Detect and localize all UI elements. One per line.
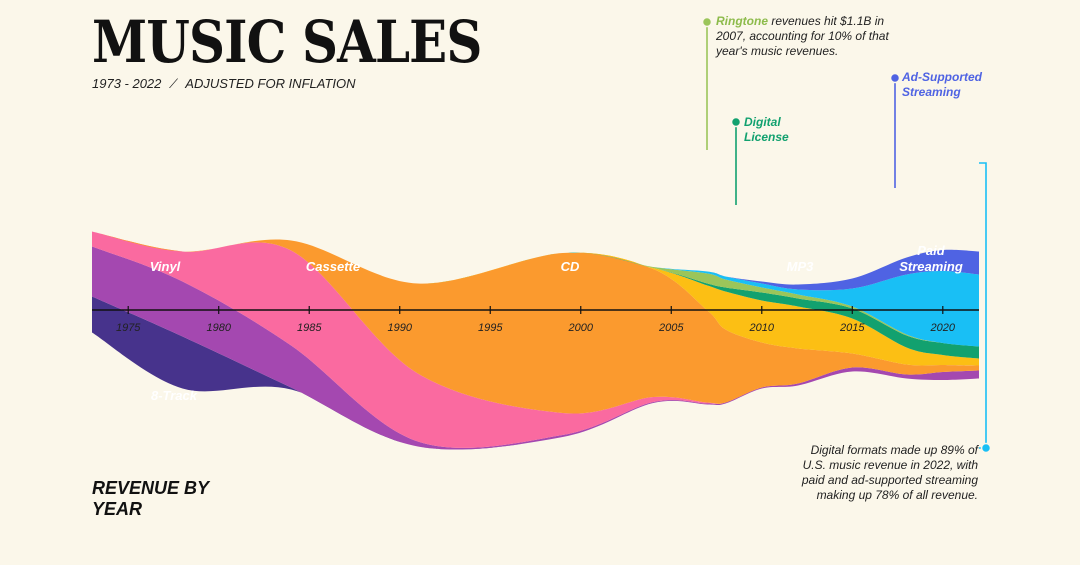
series-label-8-track: 8-Track [151, 388, 198, 403]
series-label-cassette: Cassette [306, 259, 360, 274]
slash-pen-icon: ⟋ [169, 76, 179, 91]
tick-label: 1995 [478, 322, 503, 334]
series-label-cd: CD [561, 259, 580, 274]
area-cd [92, 231, 979, 414]
tick-label: 2020 [930, 322, 956, 334]
ringtone-annotation: Ringtone revenues hit $1.1B in 2007, acc… [716, 14, 896, 59]
digital-license-callout-dot [730, 116, 742, 128]
ad-supported-callout-dot [889, 72, 901, 84]
tick-label: 1985 [297, 322, 322, 334]
ringtone-text: revenues hit $1.1B in 2007, accounting f… [716, 14, 889, 58]
area-mp3 [92, 231, 979, 366]
series-label-mp3: MP3 [787, 259, 815, 274]
adjusted-note: ADJUSTED FOR INFLATION [185, 76, 356, 91]
page-title: MUSIC SALES [92, 8, 482, 76]
digital-license-annotation: Digital License [744, 115, 789, 144]
tick-label: 2000 [568, 322, 594, 334]
digital-formats-dot [980, 442, 992, 454]
tick-label: 1990 [387, 322, 412, 334]
area-vinyl [92, 246, 979, 450]
digital-formats-bracket [979, 162, 987, 449]
series-label-vinyl: Vinyl [150, 259, 181, 274]
tick-label: 2010 [749, 322, 775, 334]
tick-label: 1980 [206, 322, 231, 334]
ringtone-lead: Ringtone [716, 14, 768, 28]
digital-formats-annotation: Digital formats made up 89% of U.S. musi… [801, 443, 978, 502]
tick-label: 1975 [116, 322, 141, 334]
tick-label: 2005 [658, 322, 684, 334]
tick-label: 2015 [839, 322, 865, 334]
series-label-paid-streaming: Paid Streaming [899, 243, 963, 274]
footer-title: REVENUE BY YEAR [92, 478, 209, 519]
ringtone-callout-dot [701, 16, 713, 28]
date-range: 1973 - 2022 [92, 76, 162, 91]
area-cassette [92, 231, 979, 448]
page-subtitle: 1973 - 2022 ⟋ ADJUSTED FOR INFLATION [92, 76, 356, 92]
ad-supported-annotation: Ad-Supported Streaming [902, 70, 982, 99]
